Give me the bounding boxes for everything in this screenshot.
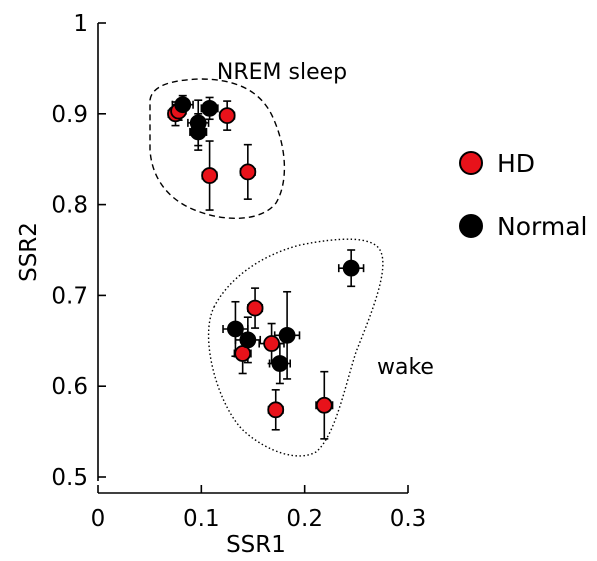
hd-point (239, 163, 257, 181)
hd-point (267, 401, 285, 419)
normal-point (239, 331, 257, 349)
normal-point (201, 99, 219, 117)
y-tick-label: 0.8 (51, 193, 88, 219)
normal-point (278, 326, 296, 344)
y-tick-label: 0.6 (51, 374, 88, 400)
nrem-sleep-label: NREM sleep (217, 60, 347, 85)
legend-hd-label: HD (497, 149, 535, 178)
x-tick-label: 0.2 (286, 506, 323, 532)
wake-label: wake (377, 355, 434, 380)
x-axis-title: SSR1 (226, 532, 286, 558)
y-tick-label: 1 (73, 11, 88, 37)
x-tick-label: 0 (91, 506, 106, 532)
normal-point (271, 355, 289, 372)
nrem-cluster-outline (149, 78, 286, 220)
hd-point (201, 167, 219, 184)
hd-point (263, 335, 281, 352)
normal-point (174, 96, 192, 114)
x-tick-label: 0.3 (390, 506, 427, 532)
x-tick-label: 0.1 (183, 506, 220, 532)
legend: HD Normal (459, 149, 587, 241)
normal-point (227, 320, 244, 338)
hd-point (218, 107, 236, 125)
normal-point (342, 259, 360, 277)
legend-hd-marker (459, 151, 483, 175)
y-axis-title: SSR2 (16, 222, 42, 282)
hd-point (315, 396, 333, 414)
normal-point (189, 123, 207, 141)
legend-normal-label: Normal (497, 212, 587, 241)
y-tick-label: 0.5 (51, 465, 88, 491)
hd-point (246, 299, 264, 317)
legend-normal-marker (459, 214, 483, 238)
y-tick-label: 0.7 (51, 283, 88, 309)
wake-cluster-outline (207, 238, 384, 457)
y-tick-label: 0.9 (51, 102, 88, 128)
